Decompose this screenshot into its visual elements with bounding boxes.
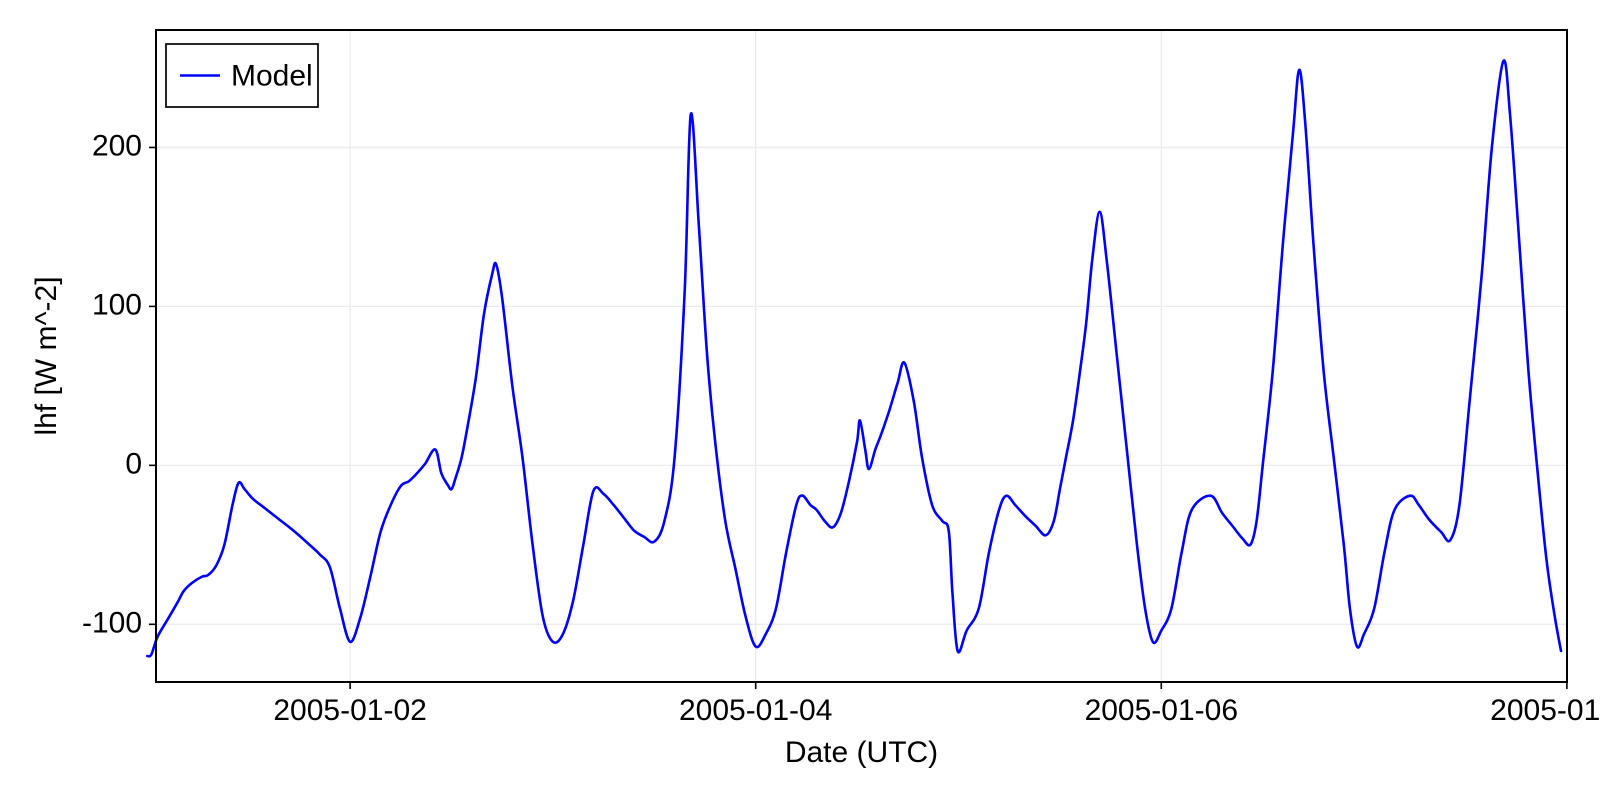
svg-text:200: 200 (92, 129, 142, 162)
svg-text:Date (UTC): Date (UTC) (785, 736, 938, 769)
svg-text:2005-01-02: 2005-01-02 (273, 694, 426, 727)
svg-text:Model: Model (231, 60, 313, 93)
svg-text:-100: -100 (82, 606, 142, 639)
svg-text:2005-01-04: 2005-01-04 (679, 694, 832, 727)
svg-text:2005-01-06: 2005-01-06 (1085, 694, 1238, 727)
svg-text:2005-01-08: 2005-01-08 (1490, 694, 1600, 727)
svg-text:100: 100 (92, 288, 142, 321)
svg-text:0: 0 (125, 447, 142, 480)
svg-text:lhf [W m^-2]: lhf [W m^-2] (30, 276, 63, 435)
